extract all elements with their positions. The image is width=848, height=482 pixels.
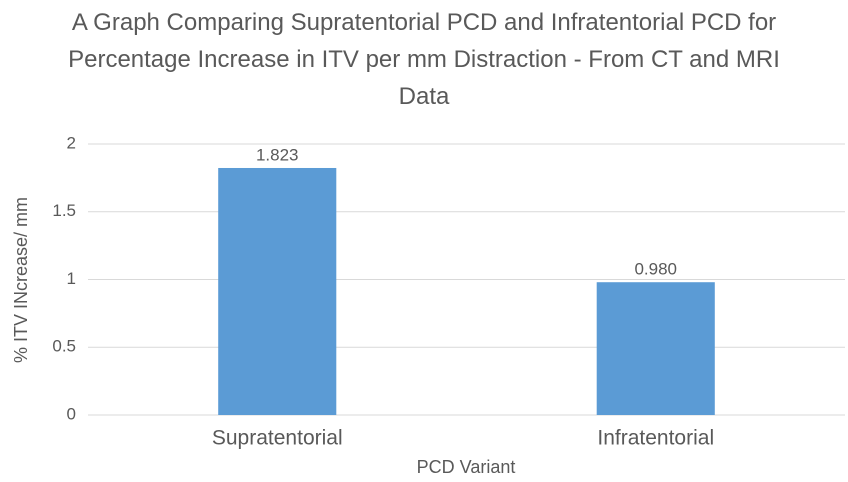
y-tick-label: 2 (67, 133, 76, 152)
data-label: 0.980 (634, 260, 677, 279)
y-tick-label: 0.5 (52, 337, 76, 356)
y-tick-label: 0 (67, 404, 76, 423)
chart-title: A Graph Comparing Supratentorial PCD and… (68, 9, 780, 110)
x-axis-label: PCD Variant (417, 457, 516, 477)
bar (218, 167, 337, 415)
y-tick-label: 1 (67, 269, 76, 288)
x-tick-label: Infratentorial (597, 427, 714, 450)
y-tick-label: 1.5 (52, 201, 76, 220)
data-label: 1.823 (256, 145, 299, 164)
y-axis-label: % ITV INcrease/ mm (11, 197, 31, 363)
x-tick-label: Supratentorial (212, 427, 343, 450)
bar (596, 282, 715, 415)
